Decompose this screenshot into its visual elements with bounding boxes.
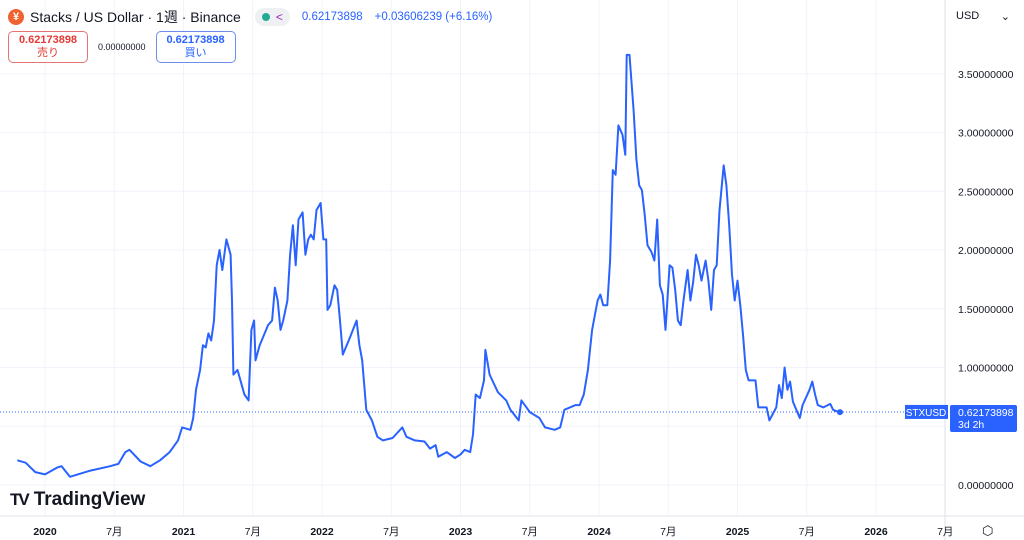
logo-text: TradingView — [33, 489, 146, 510]
price-tag: STXUSD 0.62173898 3d 2h — [905, 404, 1017, 432]
price-label-bg — [950, 404, 1017, 432]
time-axis[interactable]: 2020 7月 2021 7月 2022 7月 2023 7月 2024 7月 2025 7月 2026… — [33, 526, 953, 538]
x-tick-label: 7月 — [106, 526, 122, 538]
series-line-stxusd — [17, 53, 840, 478]
currency-value: USD — [956, 10, 980, 22]
symbol-label-bg — [905, 404, 948, 419]
buy-price: 0.62173898 — [166, 34, 225, 46]
x-tick-label: 2024 — [587, 526, 611, 538]
spread: 0.00000000 — [98, 42, 146, 52]
stacks-coin-icon: ¥ — [8, 9, 24, 25]
x-tick-label: 2022 — [310, 526, 334, 538]
sell-price: 0.62173898 — [18, 34, 78, 46]
tradingview-logo[interactable]: TV TradingView — [10, 489, 145, 511]
last-price: 0.62173898 — [301, 11, 363, 23]
y-tick-label: 3.00000000 — [958, 128, 1014, 140]
x-tick-label: 7月 — [937, 526, 953, 538]
y-tick-label: 3.50000000 — [958, 69, 1014, 81]
x-tick-label: 7月 — [660, 526, 676, 538]
price-axis[interactable]: 3.50000000 3.00000000 2.50000000 2.00000000… — [958, 69, 1014, 492]
trade-panel: 0.62173898 売り 0.00000000 0.62173898 買い — [8, 31, 236, 63]
price-change: +0.03606239 (+6.16%) — [374, 11, 493, 23]
tradingview-logo-icon: TV — [10, 490, 30, 509]
status-pill[interactable]: < — [254, 8, 290, 26]
share-icon[interactable]: < — [275, 10, 283, 24]
buy-label: 買い — [184, 47, 207, 59]
sell-button[interactable]: 0.62173898 売り — [8, 31, 88, 63]
y-tick-label: 2.50000000 — [958, 186, 1014, 198]
symbol-label: STXUSD — [906, 408, 947, 419]
price-label: 0.62173898 — [958, 407, 1014, 419]
y-tick-label: 1.50000000 — [958, 304, 1014, 316]
x-tick-label: 2026 — [864, 526, 888, 538]
last-price-dot — [836, 409, 843, 416]
x-tick-label: 7月 — [799, 526, 815, 538]
x-tick-label: 2025 — [726, 526, 750, 538]
x-tick-label: 7月 — [522, 526, 538, 538]
symbol-title[interactable]: Stacks / US Dollar · 1週 · Binance — [30, 9, 241, 25]
x-tick-label: 7月 — [245, 526, 261, 538]
buy-button[interactable]: 0.62173898 買い — [155, 31, 236, 63]
x-tick-label: 2020 — [33, 526, 57, 538]
market-open-icon — [261, 13, 270, 21]
x-tick-label: 7月 — [383, 526, 399, 538]
x-tick-label: 2023 — [449, 526, 473, 538]
chart-legend: ¥ Stacks / US Dollar · 1週 · Binance < 0.… — [8, 7, 492, 27]
y-tick-label: 2.00000000 — [958, 245, 1014, 257]
settings-gear-icon[interactable]: ⬡ — [982, 523, 994, 538]
y-tick-label: 1.00000000 — [958, 363, 1014, 375]
x-tick-label: 2021 — [172, 526, 196, 538]
y-tick-label: 0.00000000 — [958, 480, 1014, 492]
chevron-down-icon: ⌄ — [1000, 10, 1010, 23]
bar-countdown: 3d 2h — [958, 419, 984, 431]
currency-select[interactable]: USD ⌄ — [950, 6, 1016, 26]
sell-label: 売り — [37, 47, 59, 59]
